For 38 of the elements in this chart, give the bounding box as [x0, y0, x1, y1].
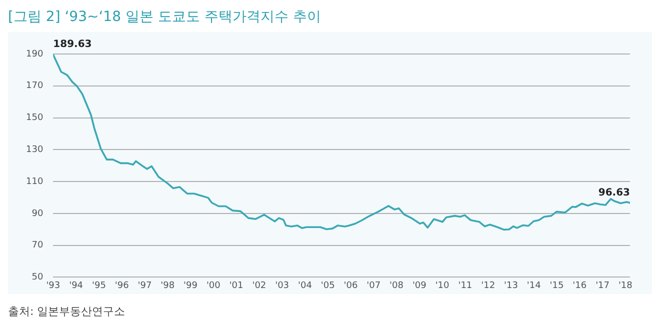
- x-tick-label: '00: [206, 280, 221, 291]
- x-tick-label: '07: [366, 280, 381, 291]
- y-tick-label: 50: [32, 272, 44, 283]
- x-tick-label: '15: [550, 280, 564, 291]
- x-tick-label: '01: [229, 280, 244, 291]
- x-tick-label: '02: [252, 280, 266, 291]
- y-tick-label: 130: [26, 145, 44, 155]
- chart-title: [그림 2] ‘93~‘18 일본 도쿄도 주택가격지수 추이: [8, 8, 322, 26]
- annotation: 96.63: [598, 187, 630, 198]
- x-tick-label: '93: [46, 280, 60, 291]
- x-tick-label: '18: [618, 280, 633, 291]
- y-tick-label: 70: [32, 240, 44, 251]
- x-tick-label: '96: [114, 280, 130, 291]
- x-tick-label: '11: [458, 280, 472, 291]
- y-tick-label: 170: [26, 81, 44, 92]
- x-tick-label: '13: [504, 280, 518, 291]
- annotation: 189.63: [53, 39, 92, 50]
- x-tick-label: '10: [435, 280, 450, 291]
- x-tick-label: '98: [160, 280, 175, 291]
- x-tick-label: '94: [69, 280, 84, 291]
- y-tick-label: 110: [26, 176, 44, 187]
- x-tick-label: '17: [596, 280, 610, 291]
- x-tick-label: '12: [481, 280, 496, 291]
- x-tick-label: '03: [275, 280, 290, 291]
- x-tick-label: '14: [526, 280, 542, 291]
- x-tick-label: '04: [298, 280, 312, 291]
- x-tick-label: '97: [138, 280, 152, 291]
- y-tick-label: 90: [32, 208, 44, 219]
- y-tick-label: 150: [26, 113, 44, 124]
- x-tick-label: '99: [184, 280, 198, 291]
- y-tick-label: 190: [26, 49, 44, 60]
- x-tick-label: '05: [320, 280, 335, 291]
- source-note: 출처: 일본부동산연구소: [8, 304, 126, 319]
- x-tick-label: '16: [572, 280, 587, 291]
- x-tick-label: '08: [390, 280, 404, 291]
- x-tick-label: '06: [344, 280, 358, 291]
- x-tick-label: '09: [412, 280, 427, 291]
- x-tick-label: '95: [92, 280, 106, 291]
